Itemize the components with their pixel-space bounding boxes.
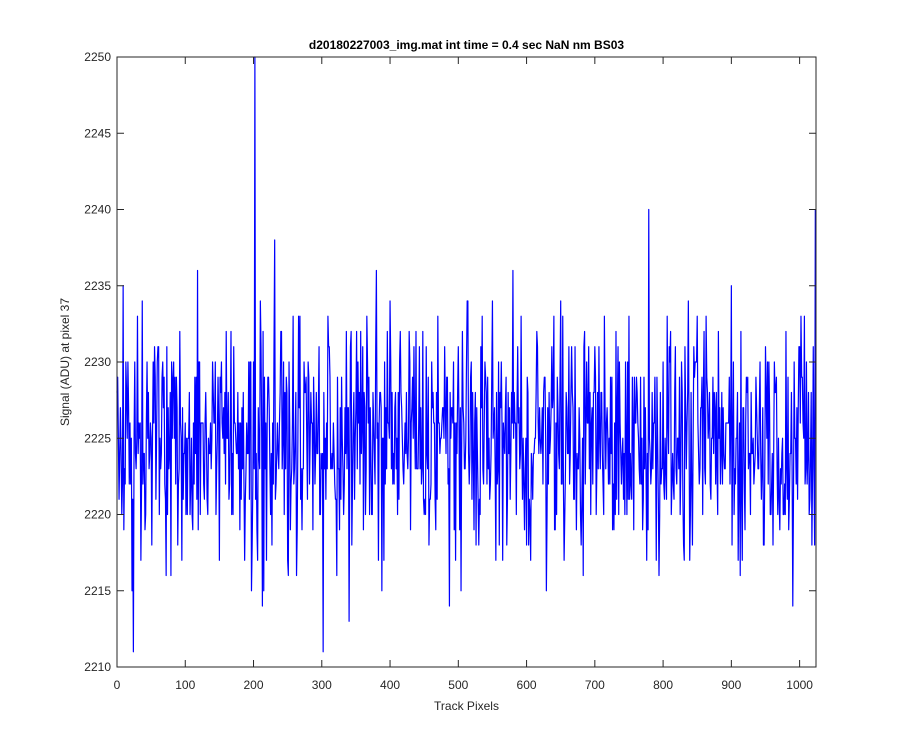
y-tick-label: 2245 [84, 126, 111, 140]
y-tick-label: 2220 [84, 508, 111, 522]
x-tick-label: 0 [114, 678, 121, 692]
x-tick-label: 300 [312, 678, 332, 692]
chart-title: d20180227003_img.mat int time = 0.4 sec … [309, 38, 624, 52]
x-tick-label: 400 [380, 678, 400, 692]
x-tick-label: 200 [244, 678, 264, 692]
y-axis-ticks: 2210 2215 2220 2225 2230 2235 2240 2245 2250 [84, 50, 816, 674]
x-tick-label: 100 [175, 678, 195, 692]
x-axis-label: Track Pixels [434, 699, 499, 713]
x-tick-label: 600 [517, 678, 537, 692]
y-axis-label: Signal (ADU) at pixel 37 [58, 298, 72, 426]
x-tick-label: 800 [653, 678, 673, 692]
x-tick-label: 1000 [786, 678, 813, 692]
series-line [116, 56, 816, 653]
series-layer [116, 56, 816, 653]
y-tick-label: 2250 [84, 50, 111, 64]
x-tick-label: 500 [448, 678, 468, 692]
y-tick-label: 2215 [84, 584, 111, 598]
y-tick-label: 2230 [84, 355, 111, 369]
x-axis-ticks: 0 100 200 300 400 500 600 700 800 900 1000 [114, 57, 813, 692]
x-tick-label: 900 [721, 678, 741, 692]
y-tick-label: 2210 [84, 660, 111, 674]
y-tick-label: 2225 [84, 431, 111, 445]
x-tick-label: 700 [585, 678, 605, 692]
y-tick-label: 2235 [84, 279, 111, 293]
y-tick-label: 2240 [84, 203, 111, 217]
